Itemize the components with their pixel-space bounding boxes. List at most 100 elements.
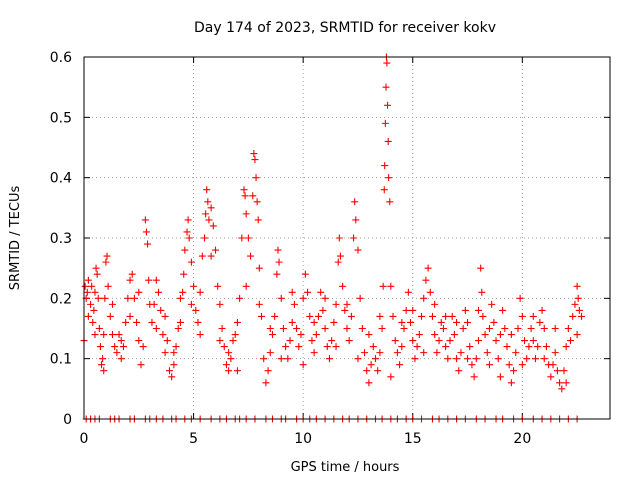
data-point xyxy=(350,234,358,242)
data-point xyxy=(304,288,312,296)
data-point xyxy=(227,355,235,363)
data-point xyxy=(571,300,579,308)
data-point xyxy=(183,228,191,236)
data-point xyxy=(185,234,193,242)
data-point xyxy=(478,288,486,296)
data-point xyxy=(339,282,347,290)
data-point xyxy=(187,300,195,308)
data-point xyxy=(578,312,586,320)
data-point xyxy=(260,355,268,363)
data-point xyxy=(190,282,198,290)
data-point xyxy=(431,300,439,308)
data-point xyxy=(209,222,217,230)
data-point xyxy=(148,318,156,326)
data-point xyxy=(415,331,423,339)
data-point xyxy=(494,355,502,363)
x-tick-label: 0 xyxy=(80,431,89,447)
data-point xyxy=(194,318,202,326)
data-point xyxy=(176,294,184,302)
data-point xyxy=(481,331,489,339)
data-point xyxy=(130,294,138,302)
data-point xyxy=(84,312,92,320)
data-point xyxy=(308,337,316,345)
data-point xyxy=(104,282,112,290)
data-point xyxy=(510,367,518,375)
data-point xyxy=(453,318,461,326)
data-point xyxy=(203,186,211,194)
data-point xyxy=(470,373,478,381)
data-point xyxy=(450,331,458,339)
data-point xyxy=(567,337,575,345)
data-point xyxy=(142,228,150,236)
data-point xyxy=(273,270,281,278)
data-point xyxy=(119,343,127,351)
data-point xyxy=(556,379,564,387)
data-point xyxy=(477,264,485,272)
data-point xyxy=(233,367,241,375)
data-point xyxy=(336,252,344,260)
data-point xyxy=(258,312,266,320)
data-point xyxy=(306,312,314,320)
data-point xyxy=(212,246,219,254)
data-point xyxy=(492,337,500,345)
data-point xyxy=(249,192,257,200)
data-point xyxy=(398,318,406,326)
data-point xyxy=(549,361,557,369)
data-point xyxy=(574,294,582,302)
data-point xyxy=(102,258,110,266)
data-point xyxy=(542,343,550,351)
data-point xyxy=(396,361,404,369)
data-point xyxy=(531,355,539,363)
data-point xyxy=(334,258,342,266)
data-point xyxy=(475,306,482,314)
data-point xyxy=(428,312,436,320)
data-point xyxy=(485,361,493,369)
data-point xyxy=(376,349,384,357)
data-point xyxy=(216,337,224,345)
data-point xyxy=(540,325,548,332)
data-point xyxy=(354,355,362,363)
chart-title: Day 174 of 2023, SRMTID for receiver kok… xyxy=(194,20,496,36)
data-point xyxy=(433,349,441,357)
data-point xyxy=(117,355,125,363)
data-point xyxy=(101,294,109,302)
data-point xyxy=(266,325,274,332)
data-point xyxy=(365,379,373,387)
data-point xyxy=(216,300,224,308)
data-point xyxy=(262,379,270,387)
data-point xyxy=(135,337,143,345)
data-point xyxy=(144,240,152,248)
data-point xyxy=(472,355,480,363)
data-point xyxy=(444,355,452,363)
data-point xyxy=(253,198,261,206)
data-point xyxy=(518,361,526,369)
data-point xyxy=(196,331,204,339)
data-point xyxy=(274,246,282,254)
data-point xyxy=(442,343,450,351)
data-point xyxy=(345,337,353,345)
data-point xyxy=(485,325,493,332)
data-point xyxy=(279,325,287,332)
data-point xyxy=(547,373,555,381)
data-point xyxy=(159,331,167,339)
data-point xyxy=(332,343,340,351)
data-point xyxy=(124,294,132,302)
data-point xyxy=(241,192,249,200)
data-point xyxy=(319,306,327,314)
data-point xyxy=(293,325,301,332)
data-point xyxy=(503,343,511,351)
data-point xyxy=(335,234,343,242)
data-point xyxy=(525,343,533,351)
data-point xyxy=(330,318,338,326)
data-point xyxy=(426,288,434,296)
data-point xyxy=(196,288,204,296)
y-tick-label: 0.5 xyxy=(50,110,72,126)
data-point xyxy=(540,355,548,363)
data-point xyxy=(404,288,412,296)
data-point xyxy=(117,337,125,345)
data-point xyxy=(94,294,102,302)
data-point xyxy=(325,355,333,363)
data-point xyxy=(218,325,226,332)
data-point xyxy=(225,349,233,357)
data-point xyxy=(207,204,215,212)
